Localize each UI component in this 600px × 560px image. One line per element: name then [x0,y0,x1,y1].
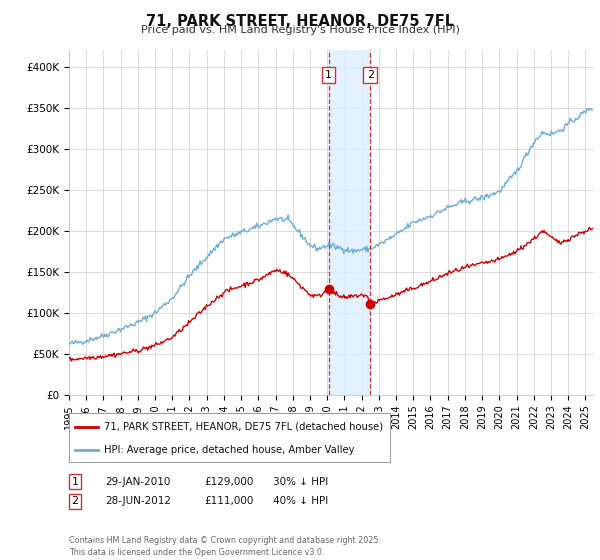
Text: £129,000: £129,000 [204,477,253,487]
Text: 30% ↓ HPI: 30% ↓ HPI [273,477,328,487]
Text: 1: 1 [71,477,79,487]
Text: Contains HM Land Registry data © Crown copyright and database right 2025.
This d: Contains HM Land Registry data © Crown c… [69,536,381,557]
Text: 71, PARK STREET, HEANOR, DE75 7FL: 71, PARK STREET, HEANOR, DE75 7FL [146,14,454,29]
Text: 28-JUN-2012: 28-JUN-2012 [105,496,171,506]
Text: 2: 2 [71,496,79,506]
Bar [329,50,370,395]
Text: £111,000: £111,000 [204,496,253,506]
Text: 29-JAN-2010: 29-JAN-2010 [105,477,170,487]
Text: HPI: Average price, detached house, Amber Valley: HPI: Average price, detached house, Ambe… [104,445,355,455]
Text: 2: 2 [367,70,374,80]
Text: 71, PARK STREET, HEANOR, DE75 7FL (detached house): 71, PARK STREET, HEANOR, DE75 7FL (detac… [104,422,383,432]
Text: 1: 1 [325,70,332,80]
Text: Price paid vs. HM Land Registry's House Price Index (HPI): Price paid vs. HM Land Registry's House … [140,25,460,35]
Text: 40% ↓ HPI: 40% ↓ HPI [273,496,328,506]
